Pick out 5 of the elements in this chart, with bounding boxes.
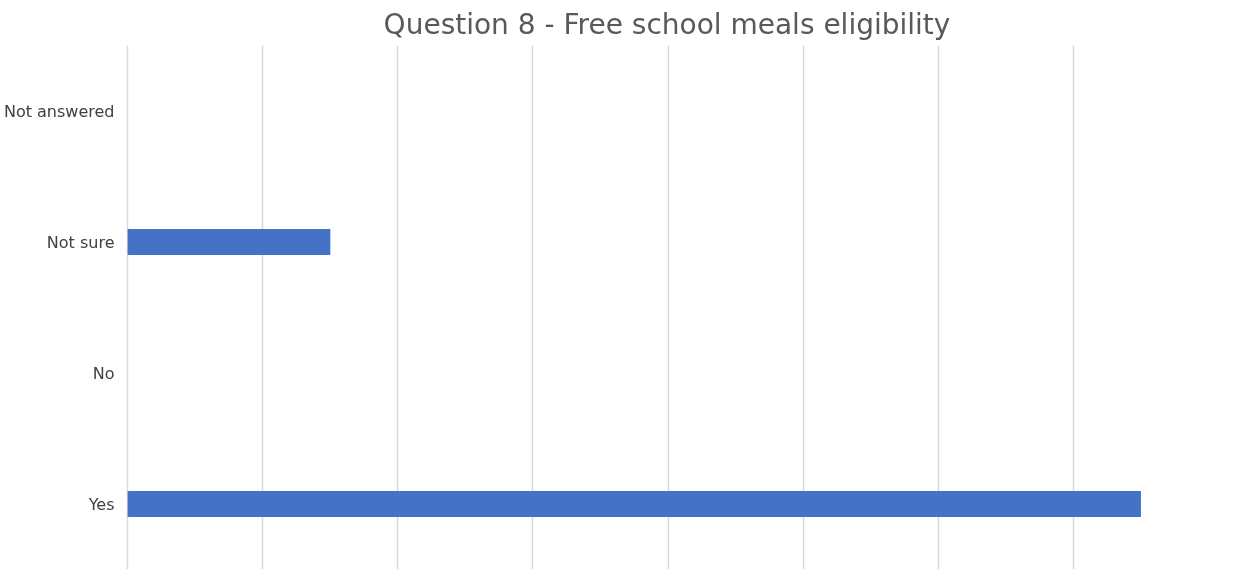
- y-tick-label: Not sure: [46, 232, 115, 252]
- y-tick-label: Not answered: [3, 101, 115, 121]
- y-tick-label: No: [92, 363, 115, 383]
- chart-title: Question 8 - Free school meals eligibility: [383, 7, 951, 41]
- y-tick-label: Yes: [87, 494, 115, 514]
